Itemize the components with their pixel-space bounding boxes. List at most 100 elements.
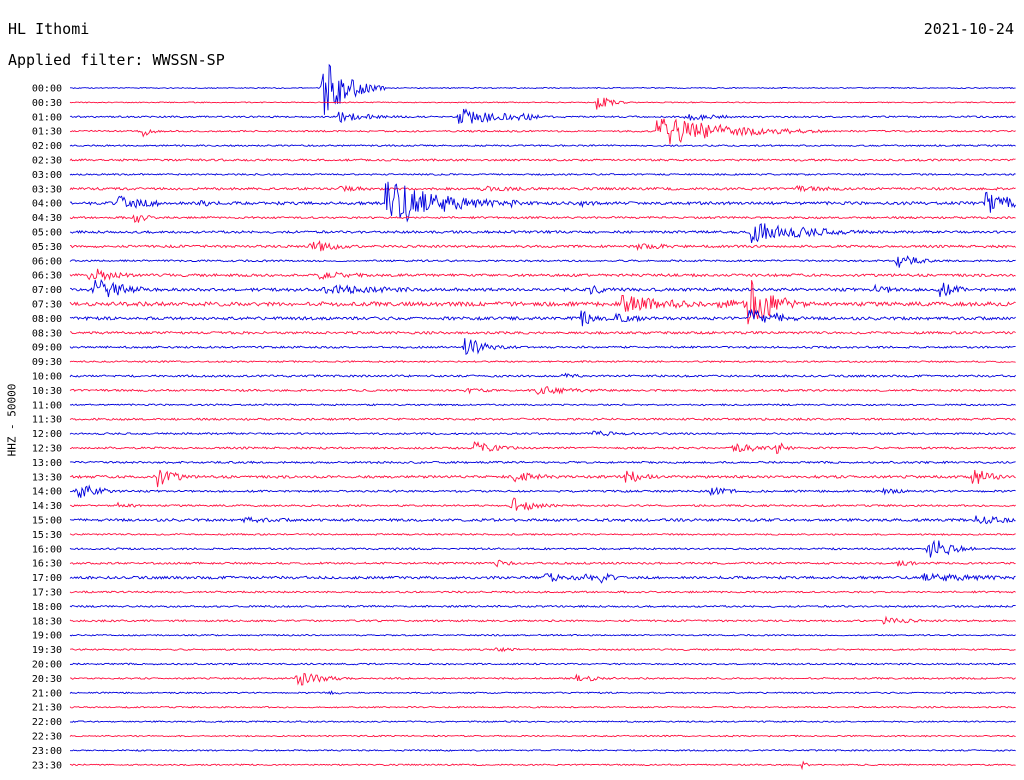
time-label: 14:00 [32,487,62,498]
trace-line [69,240,1016,252]
trace-line [69,280,1016,325]
trace-line [69,223,1016,243]
time-label: 07:30 [32,300,62,311]
trace-line [69,633,1016,637]
time-label: 02:00 [32,141,62,152]
trace-line [69,158,1016,162]
time-label: 22:30 [32,732,62,743]
trace-line [69,615,1016,625]
time-label: 14:30 [32,501,62,512]
trace-line [69,690,1016,696]
time-label: 23:00 [32,746,62,757]
time-label: 20:00 [32,660,62,671]
time-label: 17:00 [32,573,62,584]
trace-line [69,532,1016,536]
trace-line [69,255,1016,268]
time-label: 21:30 [32,703,62,714]
trace-line [69,181,1016,223]
trace-line [69,279,1017,298]
time-label: 09:30 [32,357,62,368]
time-label: 00:30 [32,98,62,109]
trace-line [69,590,1016,594]
time-label: 00:00 [32,84,62,95]
time-label: 08:30 [32,328,62,339]
trace-line [69,144,1016,148]
trace-line [69,386,1016,395]
trace-line [69,604,1016,608]
trace-line [70,749,1016,752]
trace-line [69,417,1016,422]
time-label: 19:00 [32,631,62,642]
trace-line [69,330,1016,335]
time-label: 20:30 [32,674,62,685]
trace-line [69,672,1016,686]
trace-line [69,268,1016,282]
trace-line [69,539,1016,558]
time-label: 16:00 [32,544,62,555]
time-label: 04:00 [32,199,62,210]
trace-line [69,484,1016,499]
trace-line [69,497,1016,511]
trace-line [69,184,1016,193]
time-label: 07:00 [32,285,62,296]
time-label: 05:30 [32,242,62,253]
time-label: 06:00 [32,256,62,267]
time-label: 01:30 [32,127,62,138]
trace-line [69,515,1016,525]
time-label: 13:30 [32,472,62,483]
time-label: 19:30 [32,645,62,656]
trace-line [69,360,1016,364]
trace-line [69,646,1016,653]
time-label: 10:30 [32,386,62,397]
trace-line [69,97,1016,110]
filter-label: Applied filter: WWSSN-SP [8,51,225,69]
time-label: 18:00 [32,602,62,613]
time-label: 01:00 [32,112,62,123]
time-label: 08:00 [32,314,62,325]
trace-line [69,441,1016,455]
time-label: 09:00 [32,343,62,354]
trace-line [70,63,1016,115]
trace-line [69,559,1016,568]
time-label: 23:30 [32,760,62,771]
time-label: 03:30 [32,184,62,195]
trace-line [69,460,1016,465]
trace-line [69,172,1016,176]
time-label: 06:30 [32,271,62,282]
time-label: 13:00 [32,458,62,469]
time-label: 11:00 [32,400,62,411]
trace-line [69,214,1016,223]
trace-line [69,720,1016,723]
time-label: 11:30 [32,415,62,426]
trace-line [69,338,1016,355]
trace-line [69,430,1016,437]
trace-line [69,308,1016,327]
trace-line [69,372,1016,379]
trace-line [69,469,1016,488]
time-label: 22:00 [32,717,62,728]
trace-line [69,572,1016,584]
time-label: 03:00 [32,170,62,181]
time-label: 04:30 [32,213,62,224]
time-label: 10:00 [32,372,62,383]
time-label: 15:00 [32,516,62,527]
trace-line [69,108,1016,124]
time-label: 15:30 [32,530,62,541]
time-label: 05:00 [32,228,62,239]
trace-line [69,705,1016,709]
trace-line [69,662,1016,666]
time-label: 18:30 [32,616,62,627]
station-title: HL Ithomi [8,20,90,38]
trace-line [69,734,1016,738]
time-label: 02:30 [32,156,62,167]
time-label: 12:30 [32,444,62,455]
time-label: 21:00 [32,688,62,699]
trace-line [69,760,1016,771]
time-label: 16:30 [32,559,62,570]
time-label: 17:30 [32,588,62,599]
date-label: 2021-10-24 [923,20,1014,38]
time-label: 12:00 [32,429,62,440]
trace-line [69,403,1016,407]
trace-line [69,118,1016,145]
